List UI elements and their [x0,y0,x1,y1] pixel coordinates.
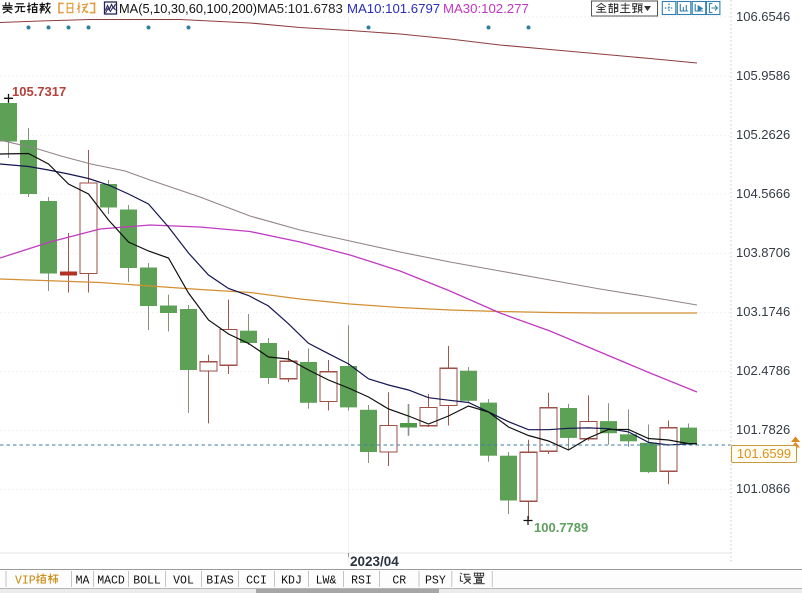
svg-text:CCI: CCI [246,575,267,588]
svg-text:BIAS: BIAS [206,575,234,588]
svg-text:MA30:102.277: MA30:102.277 [443,1,529,16]
svg-text:CR: CR [392,575,406,588]
svg-text:VIP: VIP [15,575,36,588]
svg-text:MA: MA [76,575,90,588]
svg-text:KDJ: KDJ [281,575,302,588]
svg-text:MACD: MACD [97,575,125,588]
svg-text:PSY: PSY [425,575,446,588]
svg-text:VOL: VOL [173,575,194,588]
svg-text:MA(5,10,30,60,100,200): MA(5,10,30,60,100,200) [119,1,257,16]
svg-text:LW&: LW& [316,575,337,588]
svg-text:MA10:101.6797: MA10:101.6797 [347,1,440,16]
svg-text:MA5:101.6783: MA5:101.6783 [257,1,343,16]
svg-text:RSI: RSI [351,575,372,588]
svg-text:BOLL: BOLL [133,575,161,588]
